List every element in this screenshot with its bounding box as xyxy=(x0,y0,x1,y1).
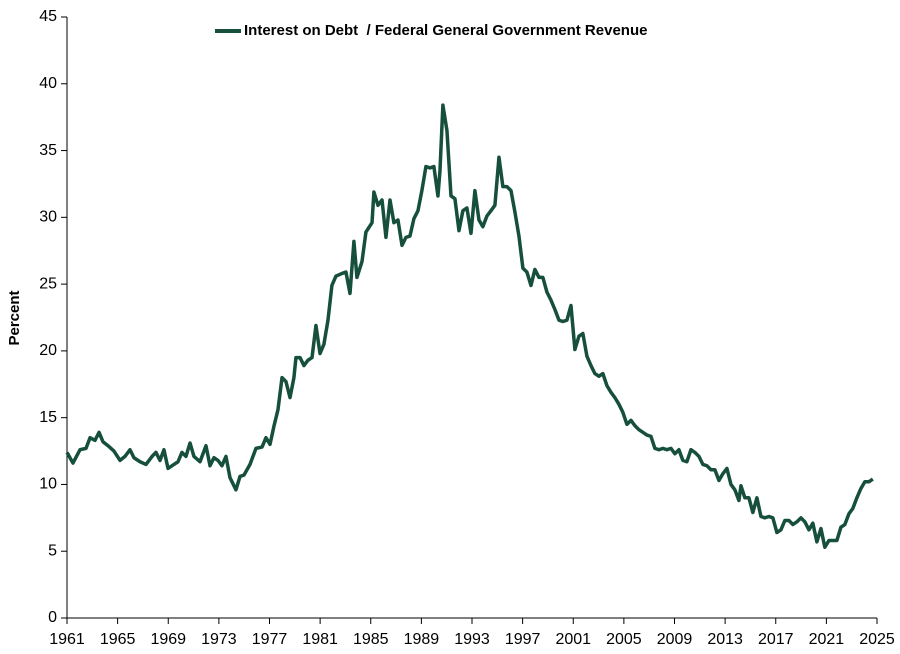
y-tick-label: 45 xyxy=(39,8,57,25)
x-tick-label: 2013 xyxy=(707,631,743,648)
x-tick-label: 1961 xyxy=(49,631,85,648)
x-tick-label: 2009 xyxy=(657,631,693,648)
x-tick-label: 1969 xyxy=(150,631,186,648)
x-tick-label: 2005 xyxy=(606,631,642,648)
y-tick-label: 35 xyxy=(39,142,57,159)
x-tick-label: 1965 xyxy=(100,631,136,648)
y-axis-label: Percent xyxy=(6,290,23,345)
x-tick-label: 1989 xyxy=(404,631,440,648)
x-tick-label: 1993 xyxy=(454,631,490,648)
x-tick-label: 2001 xyxy=(555,631,591,648)
x-tick-label: 1981 xyxy=(302,631,338,648)
y-tick-label: 25 xyxy=(39,275,57,292)
x-tick-label: 2021 xyxy=(809,631,845,648)
y-tick-label: 5 xyxy=(48,542,57,559)
y-tick-label: 15 xyxy=(39,409,57,426)
x-tick-label: 1997 xyxy=(505,631,541,648)
legend-label: Interest on Debt / Federal General Gover… xyxy=(244,22,647,39)
y-tick-label: 30 xyxy=(39,209,57,226)
y-tick-label: 10 xyxy=(39,476,57,493)
data-line xyxy=(65,103,874,549)
x-tick-label: 1977 xyxy=(252,631,288,648)
y-tick-label: 40 xyxy=(39,75,57,92)
x-tick-label: 2025 xyxy=(859,631,895,648)
x-tick-label: 1973 xyxy=(201,631,237,648)
y-tick-label: 0 xyxy=(48,609,57,626)
x-tick-label: 2017 xyxy=(758,631,794,648)
x-tick-label: 1985 xyxy=(353,631,389,648)
y-tick-label: 20 xyxy=(39,342,57,359)
